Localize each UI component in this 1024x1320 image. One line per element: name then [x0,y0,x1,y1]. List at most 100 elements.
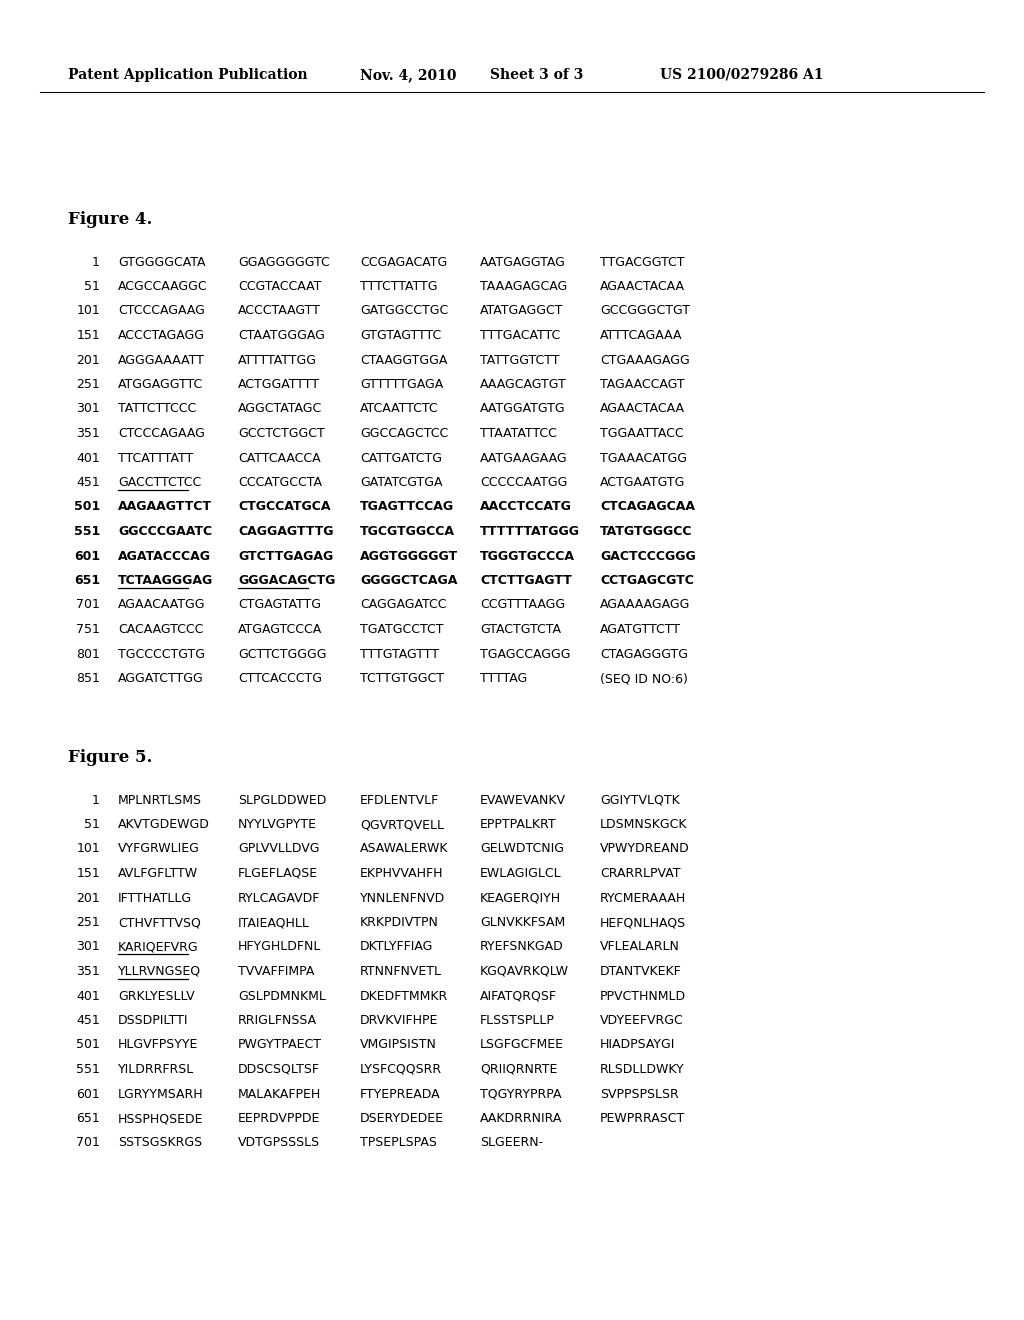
Text: GGGACAGCTG: GGGACAGCTG [238,574,336,587]
Text: GCTTCTGGGG: GCTTCTGGGG [238,648,327,660]
Text: TTTGTAGTTT: TTTGTAGTTT [360,648,439,660]
Text: EVAWEVANKV: EVAWEVANKV [480,793,566,807]
Text: CTCCCAGAAG: CTCCCAGAAG [118,305,205,318]
Text: CCCATGCCTA: CCCATGCCTA [238,477,322,488]
Text: CTGAGTATTG: CTGAGTATTG [238,598,321,611]
Text: DRVKVIFHPE: DRVKVIFHPE [360,1014,438,1027]
Text: GELWDTCNIG: GELWDTCNIG [480,842,564,855]
Text: 201: 201 [76,354,100,367]
Text: ACGCCAAGGC: ACGCCAAGGC [118,280,208,293]
Text: VDYEEFVRGC: VDYEEFVRGC [600,1014,684,1027]
Text: Figure 4.: Figure 4. [68,211,153,228]
Text: LDSMNSKGCK: LDSMNSKGCK [600,818,687,832]
Text: 101: 101 [76,842,100,855]
Text: PPVCTHNMLD: PPVCTHNMLD [600,990,686,1002]
Text: 601: 601 [76,1088,100,1101]
Text: TTTTAG: TTTTAG [480,672,527,685]
Text: TCTAAGGGAG: TCTAAGGGAG [118,574,213,587]
Text: SVPPSPSLSR: SVPPSPSLSR [600,1088,679,1101]
Text: CTAGAGGGTG: CTAGAGGGTG [600,648,688,660]
Text: KGQAVRKQLW: KGQAVRKQLW [480,965,569,978]
Text: GCCGGGCTGT: GCCGGGCTGT [600,305,690,318]
Text: SLGEERN-: SLGEERN- [480,1137,543,1150]
Text: 351: 351 [76,426,100,440]
Text: Patent Application Publication: Patent Application Publication [68,69,307,82]
Text: GGCCCGAATC: GGCCCGAATC [118,525,212,539]
Text: HFYGHLDFNL: HFYGHLDFNL [238,940,322,953]
Text: 751: 751 [76,623,100,636]
Text: TATTCTTCCC: TATTCTTCCC [118,403,197,416]
Text: LGRYYMSARH: LGRYYMSARH [118,1088,204,1101]
Text: 801: 801 [76,648,100,660]
Text: TTTCTTATTG: TTTCTTATTG [360,280,437,293]
Text: CTAAGGTGGA: CTAAGGTGGA [360,354,447,367]
Text: CATTCAACCA: CATTCAACCA [238,451,321,465]
Text: AKVTGDEWGD: AKVTGDEWGD [118,818,210,832]
Text: 151: 151 [76,329,100,342]
Text: KEAGERQIYH: KEAGERQIYH [480,891,561,904]
Text: DKEDFTMMKR: DKEDFTMMKR [360,990,449,1002]
Text: Figure 5.: Figure 5. [68,750,153,767]
Text: EEPRDVPPDE: EEPRDVPPDE [238,1111,321,1125]
Text: TQGYRYPRPA: TQGYRYPRPA [480,1088,561,1101]
Text: KRKPDIVTPN: KRKPDIVTPN [360,916,439,929]
Text: GACTCCCGGG: GACTCCCGGG [600,549,695,562]
Text: 51: 51 [84,818,100,832]
Text: RYCMERAAAH: RYCMERAAAH [600,891,686,904]
Text: AATGGATGTG: AATGGATGTG [480,403,565,416]
Text: GTGGGGCATA: GTGGGGCATA [118,256,206,268]
Text: GCCTCTGGCT: GCCTCTGGCT [238,426,325,440]
Text: CTGCCATGCA: CTGCCATGCA [238,500,331,513]
Text: AGATGTTCTT: AGATGTTCTT [600,623,681,636]
Text: ATTTTATTGG: ATTTTATTGG [238,354,317,367]
Text: VFLEALARLN: VFLEALARLN [600,940,680,953]
Text: 701: 701 [76,1137,100,1150]
Text: AGAACTACAA: AGAACTACAA [600,280,685,293]
Text: YLLRVNGSEQ: YLLRVNGSEQ [118,965,201,978]
Text: NYYLVGPYTE: NYYLVGPYTE [238,818,317,832]
Text: TTGACGGTCT: TTGACGGTCT [600,256,684,268]
Text: AATGAGGTAG: AATGAGGTAG [480,256,566,268]
Text: 51: 51 [84,280,100,293]
Text: TGAGCCAGGG: TGAGCCAGGG [480,648,570,660]
Text: GGAGGGGGTC: GGAGGGGGTC [238,256,330,268]
Text: GSLPDMNKML: GSLPDMNKML [238,990,326,1002]
Text: VDTGPSSSLS: VDTGPSSSLS [238,1137,321,1150]
Text: ACCCTAAGTT: ACCCTAAGTT [238,305,321,318]
Text: FTYEPREADA: FTYEPREADA [360,1088,440,1101]
Text: TTTTTTATGGG: TTTTTTATGGG [480,525,580,539]
Text: DSERYDEDEE: DSERYDEDEE [360,1111,444,1125]
Text: TGCCCCTGTG: TGCCCCTGTG [118,648,205,660]
Text: IFTTHATLLG: IFTTHATLLG [118,891,193,904]
Text: GGGGCTCAGA: GGGGCTCAGA [360,574,458,587]
Text: RLSDLLDWKY: RLSDLLDWKY [600,1063,685,1076]
Text: ATATGAGGCT: ATATGAGGCT [480,305,563,318]
Text: TVVAFFIMPA: TVVAFFIMPA [238,965,314,978]
Text: GRKLYESLLV: GRKLYESLLV [118,990,195,1002]
Text: AGGGAAAATT: AGGGAAAATT [118,354,205,367]
Text: TGGAATTACC: TGGAATTACC [600,426,684,440]
Text: CCTGAGCGTC: CCTGAGCGTC [600,574,694,587]
Text: CCGAGACATG: CCGAGACATG [360,256,447,268]
Text: 651: 651 [74,574,100,587]
Text: GACCTTCTCC: GACCTTCTCC [118,477,202,488]
Text: GATATCGTGA: GATATCGTGA [360,477,442,488]
Text: QGVRTQVELL: QGVRTQVELL [360,818,444,832]
Text: 301: 301 [76,403,100,416]
Text: AGAACAATGG: AGAACAATGG [118,598,206,611]
Text: 551: 551 [76,1063,100,1076]
Text: GPLVVLLDVG: GPLVVLLDVG [238,842,319,855]
Text: US 2100/0279286 A1: US 2100/0279286 A1 [660,69,823,82]
Text: TAGAACCAGT: TAGAACCAGT [600,378,685,391]
Text: 301: 301 [76,940,100,953]
Text: 251: 251 [76,916,100,929]
Text: 851: 851 [76,672,100,685]
Text: TGATGCCTCT: TGATGCCTCT [360,623,443,636]
Text: 1: 1 [92,793,100,807]
Text: AGATACCCAG: AGATACCCAG [118,549,211,562]
Text: EKPHVVAHFH: EKPHVVAHFH [360,867,443,880]
Text: 101: 101 [76,305,100,318]
Text: TGAAACATGG: TGAAACATGG [600,451,687,465]
Text: 251: 251 [76,378,100,391]
Text: ATGGAGGTTC: ATGGAGGTTC [118,378,203,391]
